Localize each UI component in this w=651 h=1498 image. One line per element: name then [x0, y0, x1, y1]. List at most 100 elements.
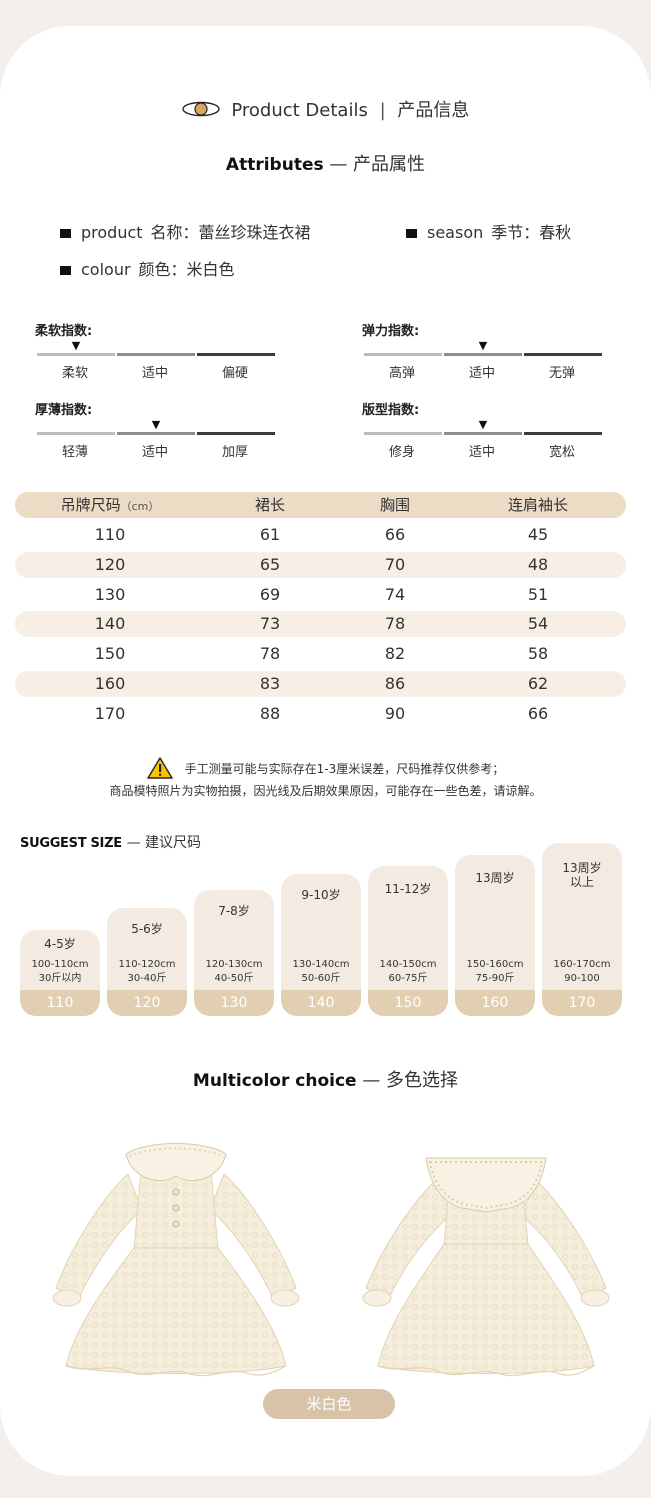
attr-value: 季节：春秋: [491, 223, 572, 242]
table-header-sleeve: 连肩袖长: [507, 496, 568, 514]
size-card-measurements: 160-170cm 90-100: [553, 959, 611, 984]
table-cell: 110: [94, 525, 126, 544]
index-label: 偏硬: [221, 366, 248, 381]
title-separator: |: [379, 100, 386, 121]
size-card: 4-5岁 100-110cm 30斤以内 110: [20, 930, 100, 1016]
index-title: 版型指数:: [362, 403, 420, 418]
size-card: 11-12岁 140-150cm 60-75斤 150: [368, 866, 448, 1016]
suggest-heading: SUGGEST SIZE — 建议尺码: [20, 832, 201, 852]
size-card-age: 11-12岁: [384, 882, 432, 896]
table-row: 140 73 78 54: [15, 611, 626, 638]
note-line-1: 手工测量可能与实际存在1-3厘米误差，尺码推荐仅供参考；: [184, 762, 505, 776]
size-card: 5-6岁 110-120cm 30-40斤 120: [107, 908, 187, 1016]
multicolor-heading: Multicolor choice — 多色选择: [0, 1066, 651, 1092]
index-scale-segment: [117, 353, 195, 356]
size-card-measurements: 110-120cm 30-40斤: [118, 959, 176, 984]
index-scale-segment: [197, 432, 275, 435]
attr-key: season: [427, 223, 484, 242]
bullet-icon: [60, 266, 71, 275]
dress-front-image: [50, 1140, 302, 1384]
table-cell: 58: [527, 644, 549, 664]
measurement-note: 手工测量可能与实际存在1-3厘米误差，尺码推荐仅供参考；: [0, 757, 651, 782]
table-row: 160 83 86 62: [15, 671, 626, 697]
index-scale-segment: [37, 353, 115, 356]
attr-season: season 季节：春秋: [406, 219, 571, 243]
size-card-measurements: 120-130cm 40-50斤: [205, 959, 263, 984]
size-card-size: 150: [368, 990, 448, 1016]
index-marker-icon: ▼: [478, 339, 488, 352]
table-header-size: 吊牌尺码（cm）: [35, 492, 185, 518]
color-option-ivory[interactable]: 米白色: [263, 1389, 395, 1419]
size-card-age: 7-8岁: [218, 904, 250, 918]
table-cell: 69: [259, 584, 281, 604]
size-card-age: 9-10岁: [301, 888, 341, 902]
size-card-age: 13周岁: [475, 871, 515, 885]
multicolor-heading-en: Multicolor choice: [192, 1071, 357, 1091]
size-card-size: 140: [281, 990, 361, 1016]
attr-product: product 名称：蕾丝珍珠连衣裙: [60, 219, 311, 243]
table-cell: 170: [94, 703, 126, 723]
table-cell: 51: [527, 584, 549, 604]
bullet-icon: [60, 229, 71, 238]
header-size-unit: （cm）: [120, 500, 160, 513]
size-card-measurements: 140-150cm 60-75斤: [379, 959, 437, 984]
table-cell: 150: [94, 644, 126, 664]
table-cell: 70: [384, 554, 406, 574]
index-scale-segment: [37, 432, 115, 435]
header-size-label: 吊牌尺码: [60, 496, 121, 514]
size-card-age: 5-6岁: [131, 922, 163, 936]
dress-back-image: [360, 1142, 612, 1386]
size-card-measurements: 100-110cm 30斤以内: [31, 959, 89, 984]
index-scale-segment: [364, 353, 442, 356]
multicolor-heading-cn: — 多色选择: [362, 1070, 459, 1091]
ring-icon: [181, 101, 220, 122]
table-cell: 65: [259, 554, 281, 574]
table-cell: 120: [94, 554, 126, 574]
index-marker-icon: ▼: [151, 418, 161, 431]
table-row: 110 61 66 45: [15, 522, 626, 548]
size-card-measurements: 150-160cm 75-90斤: [466, 959, 524, 984]
table-cell: 73: [259, 614, 281, 634]
table-cell: 82: [384, 644, 406, 664]
index-label: 宽松: [548, 445, 575, 460]
size-card-size: 170: [542, 990, 622, 1016]
index-title: 厚薄指数:: [35, 403, 93, 418]
index-scale-segment: [524, 353, 602, 356]
index-label: 适中: [141, 366, 168, 381]
table-header-bust: 胸围: [379, 496, 410, 514]
size-card: 13周岁 以上 160-170cm 90-100 170: [542, 843, 622, 1016]
attributes-heading: Attributes — 产品属性: [0, 150, 651, 176]
index-label: 加厚: [221, 445, 248, 460]
bullet-icon: [406, 229, 417, 238]
table-cell: 66: [384, 525, 406, 544]
table-row: 150 78 82 58: [15, 641, 626, 667]
index-scale-segment: [364, 432, 442, 435]
size-card-age: 13周岁 以上: [562, 861, 602, 889]
warning-icon: [147, 757, 173, 782]
table-cell: 130: [94, 584, 126, 604]
index-label: 适中: [468, 445, 495, 460]
table-cell: 90: [384, 703, 406, 723]
index-scale-segment: [117, 432, 195, 435]
attr-value: 颜色：米白色: [138, 260, 235, 279]
suggest-heading-cn: — 建议尺码: [126, 835, 202, 851]
size-card-size: 160: [455, 990, 535, 1016]
table-cell: 78: [384, 614, 406, 634]
index-marker-icon: ▼: [478, 418, 488, 431]
index-label: 修身: [388, 445, 415, 460]
table-cell: 140: [94, 614, 126, 634]
size-card: 9-10岁 130-140cm 50-60斤 140: [281, 874, 361, 1016]
index-scale-segment: [524, 432, 602, 435]
table-cell: 86: [384, 674, 406, 693]
table-cell: 78: [259, 644, 281, 664]
table-cell: 160: [94, 674, 126, 693]
note-line-2: 商品模特照片为实物拍摄，因光线及后期效果原因，可能存在一些色差，请谅解。: [109, 784, 542, 798]
table-cell: 88: [259, 703, 281, 723]
index-title: 柔软指数:: [35, 324, 93, 339]
table-cell: 66: [527, 703, 549, 723]
table-cell: 74: [384, 584, 406, 604]
table-cell: 45: [527, 525, 549, 544]
size-card-measurements: 130-140cm 50-60斤: [292, 959, 350, 984]
index-marker-icon: ▼: [71, 339, 81, 352]
index-title: 弹力指数:: [362, 324, 420, 339]
